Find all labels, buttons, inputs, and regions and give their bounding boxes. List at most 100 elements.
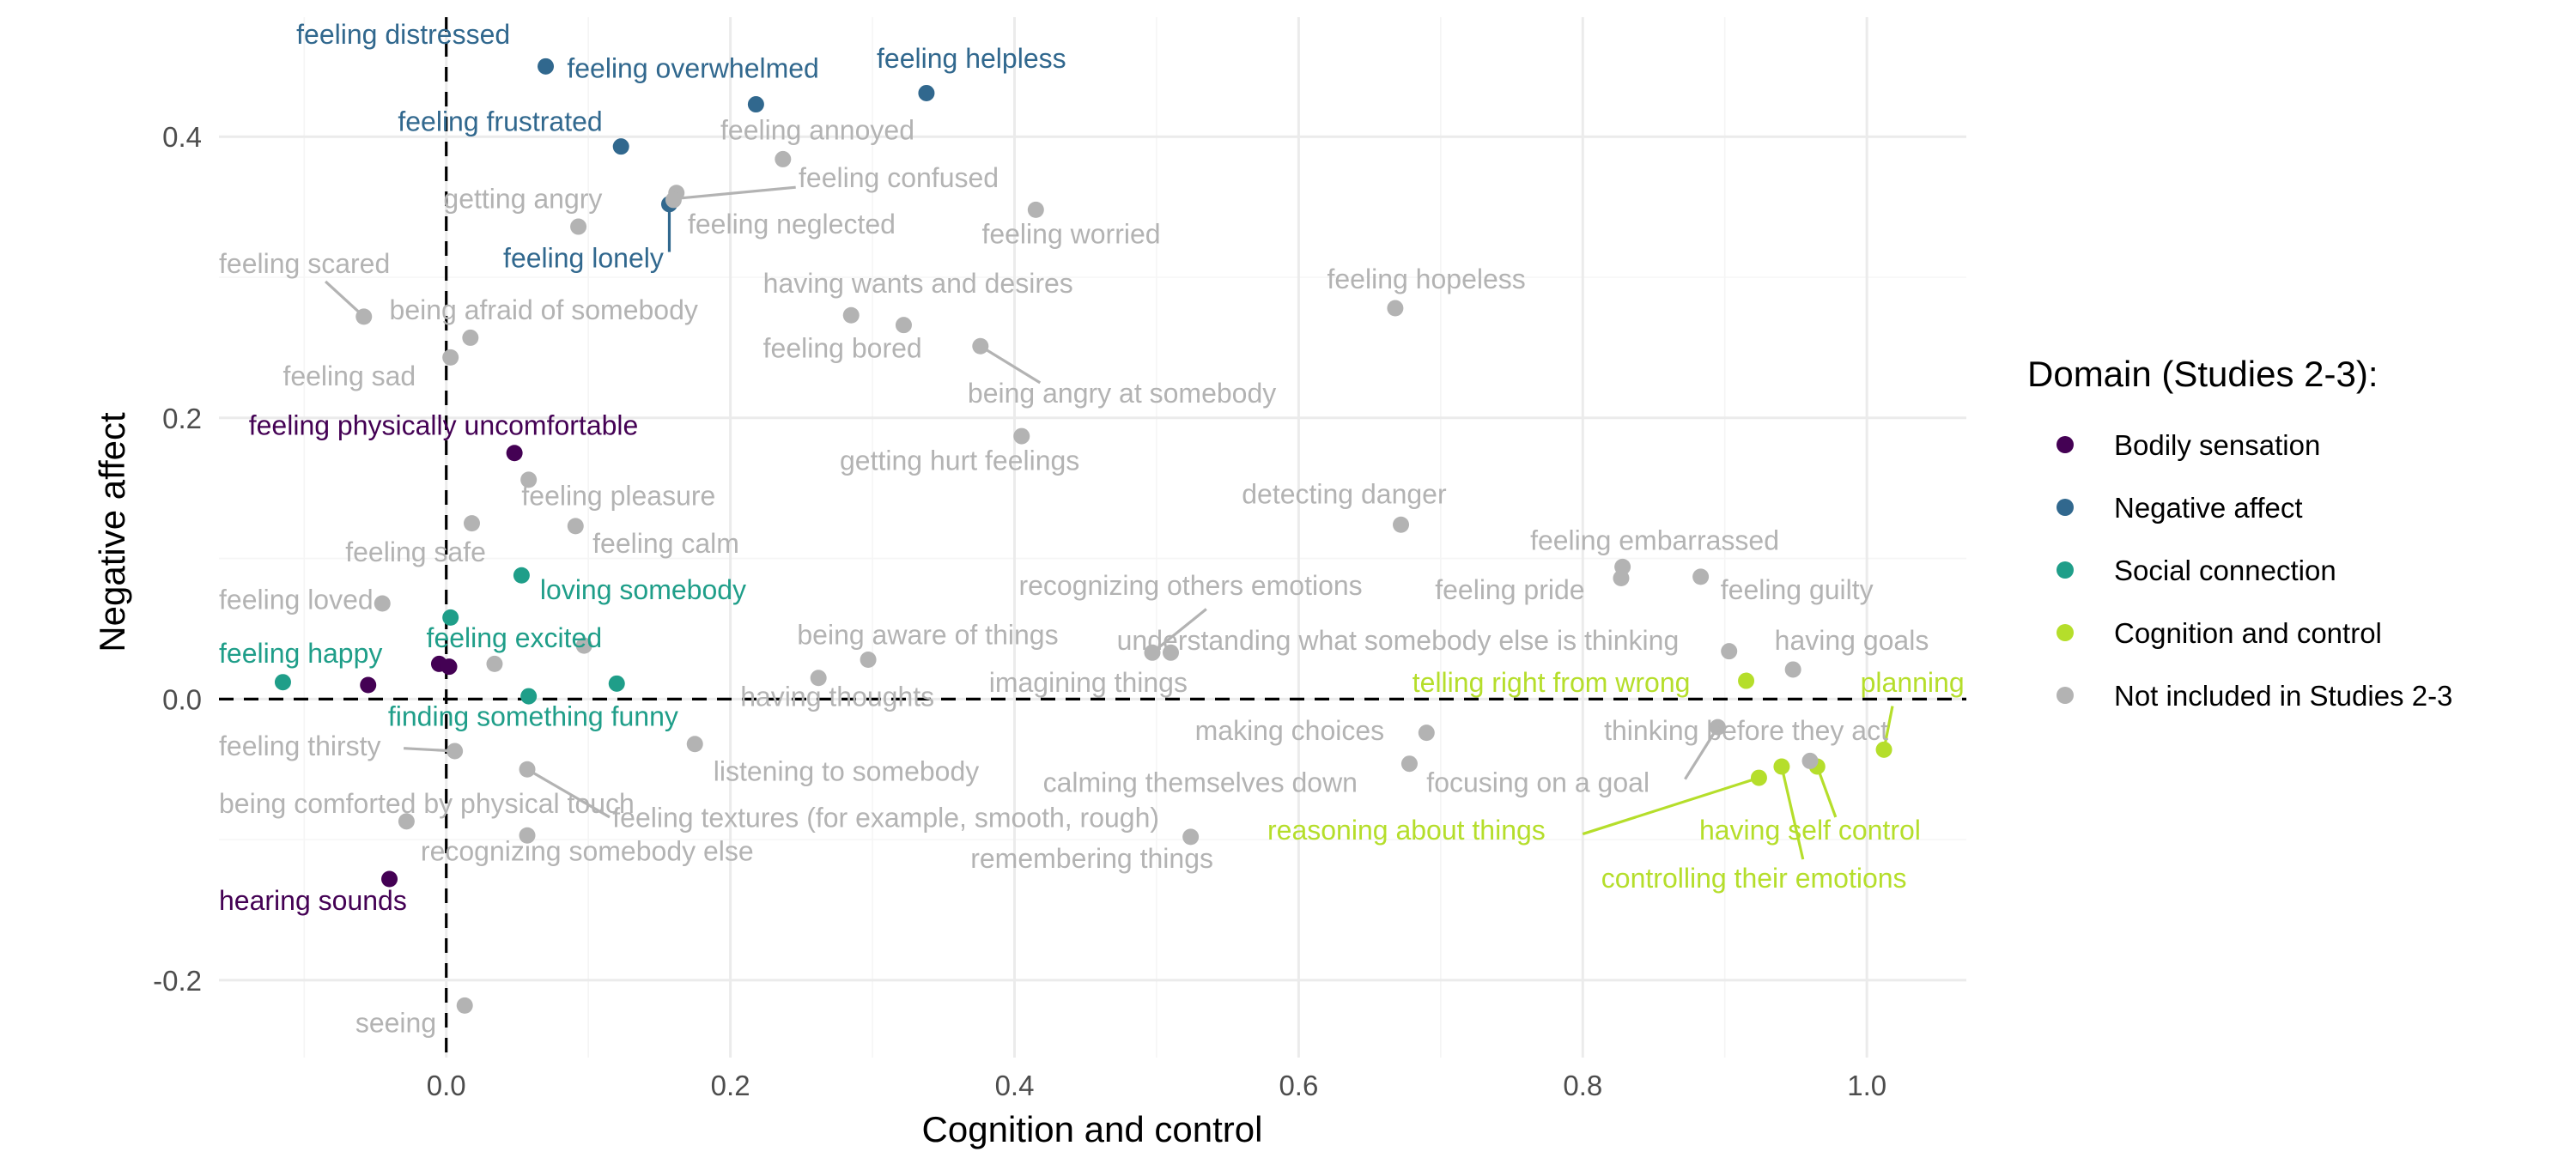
point-label: feeling physically uncomfortable <box>249 409 639 440</box>
data-point <box>1875 741 1893 758</box>
point-label: being afraid of somebody <box>390 294 698 325</box>
data-point <box>1750 769 1767 786</box>
data-point <box>1721 643 1738 660</box>
data-point <box>665 191 682 209</box>
point-label: remembering things <box>970 843 1213 874</box>
data-point <box>686 736 703 753</box>
legend-label: Not included in Studies 2-3 <box>2114 680 2452 712</box>
data-point <box>842 306 860 324</box>
legend-label: Cognition and control <box>2114 617 2382 649</box>
point-label: feeling pleasure <box>521 480 715 511</box>
point-label: getting angry <box>443 184 602 215</box>
point-label: detecting danger <box>1242 479 1447 510</box>
data-point <box>513 567 530 584</box>
y-tick-label: -0.2 <box>153 965 202 997</box>
label-leader-line <box>325 280 365 318</box>
x-tick-label: 0.8 <box>1563 1070 1602 1101</box>
data-point <box>538 58 555 75</box>
point-labels: feeling distressed feeling overwhelmed fee… <box>219 19 1965 1038</box>
y-tick-label: 0.2 <box>162 403 202 434</box>
data-point <box>519 761 536 778</box>
x-tick-label: 0.2 <box>711 1070 750 1101</box>
legend-key <box>2057 624 2074 641</box>
point-label: feeling thirsty <box>219 731 381 761</box>
point-label: feeling annoyed <box>720 114 914 145</box>
x-axis-title: Cognition and control <box>922 1109 1263 1149</box>
point-label: making choices <box>1195 715 1385 746</box>
axis-ticks: 0.0 0.2 0.4 0.6 0.8 1.0 -0.2 0.0 0.2 0.4 <box>153 121 1886 1101</box>
y-axis-title: Negative affect <box>92 412 132 652</box>
legend-key <box>2057 561 2074 579</box>
label-leader-line <box>676 185 796 200</box>
y-tick-label: 0.4 <box>162 121 202 153</box>
data-point <box>1801 752 1819 769</box>
y-tick-label: 0.0 <box>162 683 202 715</box>
data-point <box>1773 758 1790 775</box>
point-label: feeling bored <box>763 332 922 363</box>
point-label: recognizing somebody else <box>421 836 754 867</box>
data-point <box>810 670 827 687</box>
point-label: planning <box>1861 667 1965 698</box>
point-label: feeling overwhelmed <box>567 52 819 83</box>
data-point <box>398 813 415 830</box>
legend: Domain (Studies 2-3): Bodily sensation Ne… <box>2027 354 2452 712</box>
point-label: controlling their emotions <box>1601 863 1907 894</box>
point-label: having goals <box>1775 625 1929 656</box>
data-point <box>1400 755 1418 773</box>
data-point <box>486 655 503 672</box>
x-tick-label: 0.6 <box>1279 1070 1318 1101</box>
point-label: reasoning about things <box>1267 815 1546 846</box>
reference-lines <box>219 17 1966 1058</box>
point-label: telling right from wrong <box>1413 667 1691 698</box>
data-point <box>1418 725 1435 742</box>
point-label: feeling safe <box>345 537 486 567</box>
point-label: seeing <box>355 1008 436 1039</box>
point-label: feeling loved <box>219 585 374 615</box>
point-label: feeling guilty <box>1721 574 1874 605</box>
legend-entries: Bodily sensation Negative affect Social co… <box>2057 429 2452 712</box>
data-point <box>462 329 479 346</box>
data-point <box>775 150 792 167</box>
data-point <box>463 515 480 532</box>
data-point <box>1144 644 1161 661</box>
point-label: being comforted by physical touch <box>219 788 635 819</box>
data-point <box>570 218 587 235</box>
label-leader-lines <box>325 185 1894 860</box>
point-label: thinking before they act <box>1604 715 1888 746</box>
data-point <box>442 349 459 366</box>
data-points <box>274 58 1893 1014</box>
point-label: having thoughts <box>740 682 934 712</box>
data-point <box>1162 644 1179 661</box>
label-leader-line <box>1582 776 1759 836</box>
label-leader-line <box>1815 766 1838 818</box>
data-point <box>1013 427 1030 445</box>
data-point <box>374 595 391 612</box>
legend-label: Bodily sensation <box>2114 429 2320 461</box>
point-label: feeling textures (for example, smooth, r… <box>612 802 1159 833</box>
point-label: loving somebody <box>540 574 746 605</box>
data-point <box>1613 569 1630 586</box>
data-point <box>355 308 373 325</box>
data-point <box>895 317 912 334</box>
point-label: feeling confused <box>799 162 999 193</box>
data-point <box>612 138 629 155</box>
data-point <box>747 96 764 113</box>
point-label: getting hurt feelings <box>840 445 1079 476</box>
point-label: feeling calm <box>592 528 739 559</box>
label-leader-line <box>526 767 611 819</box>
data-point <box>519 827 536 844</box>
data-point <box>1692 568 1710 585</box>
point-label: listening to somebody <box>714 755 980 786</box>
x-tick-label: 0.4 <box>995 1070 1035 1101</box>
label-leader-line <box>979 344 1042 385</box>
data-point <box>274 674 291 691</box>
point-label: having wants and desires <box>763 268 1073 299</box>
data-point <box>972 337 989 355</box>
label-leader-line <box>1780 766 1805 860</box>
data-point <box>1182 828 1200 846</box>
point-label: feeling frustrated <box>398 106 602 137</box>
data-point <box>1709 718 1726 736</box>
data-point <box>918 84 935 101</box>
point-label: feeling distressed <box>296 19 510 50</box>
